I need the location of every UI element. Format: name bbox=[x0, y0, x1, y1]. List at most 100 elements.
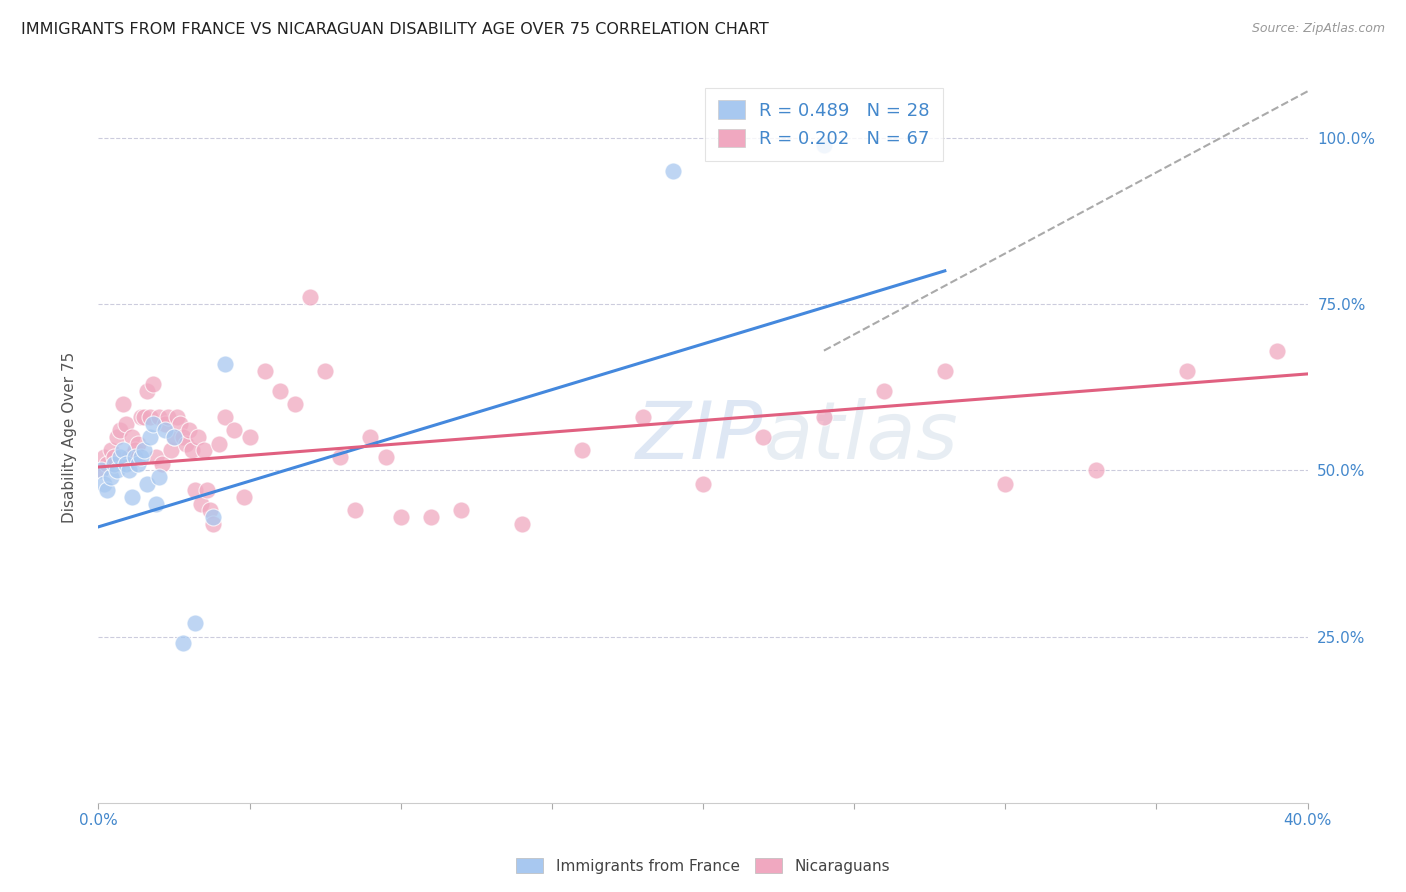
Point bbox=[103, 457, 125, 471]
Point bbox=[389, 509, 412, 524]
Point bbox=[153, 417, 176, 431]
Point bbox=[127, 436, 149, 450]
Point bbox=[153, 424, 176, 438]
Point bbox=[752, 430, 775, 444]
Point bbox=[200, 503, 222, 517]
Point bbox=[284, 397, 307, 411]
Point bbox=[150, 457, 173, 471]
Text: ZIP: ZIP bbox=[636, 398, 763, 476]
Text: Source: ZipAtlas.com: Source: ZipAtlas.com bbox=[1251, 22, 1385, 36]
Point bbox=[93, 450, 115, 464]
Point bbox=[160, 443, 183, 458]
Point bbox=[181, 443, 204, 458]
Point bbox=[145, 450, 167, 464]
Point bbox=[114, 457, 136, 471]
Point bbox=[114, 417, 136, 431]
Point bbox=[108, 424, 131, 438]
Point bbox=[692, 476, 714, 491]
Point bbox=[142, 376, 165, 391]
Point bbox=[172, 636, 194, 650]
Point bbox=[105, 463, 128, 477]
Text: atlas: atlas bbox=[763, 398, 959, 476]
Point bbox=[145, 497, 167, 511]
Point bbox=[202, 509, 225, 524]
Point bbox=[184, 616, 207, 631]
Point bbox=[202, 516, 225, 531]
Point bbox=[1085, 463, 1108, 477]
Y-axis label: Disability Age Over 75: Disability Age Over 75 bbox=[62, 351, 77, 523]
Point bbox=[299, 290, 322, 304]
Point bbox=[193, 443, 215, 458]
Point bbox=[232, 490, 254, 504]
Point bbox=[100, 443, 122, 458]
Point bbox=[163, 430, 186, 444]
Point bbox=[214, 410, 236, 425]
Point bbox=[127, 457, 149, 471]
Point bbox=[374, 450, 396, 464]
Point bbox=[224, 424, 246, 438]
Point bbox=[179, 424, 201, 438]
Point bbox=[314, 363, 336, 377]
Point bbox=[100, 470, 122, 484]
Point bbox=[111, 397, 134, 411]
Point bbox=[169, 417, 191, 431]
Point bbox=[96, 457, 118, 471]
Legend: Immigrants from France, Nicaraguans: Immigrants from France, Nicaraguans bbox=[510, 852, 896, 880]
Point bbox=[135, 384, 157, 398]
Point bbox=[1267, 343, 1289, 358]
Point bbox=[208, 436, 231, 450]
Point bbox=[142, 417, 165, 431]
Point bbox=[93, 476, 115, 491]
Point bbox=[571, 443, 593, 458]
Point bbox=[661, 164, 683, 178]
Point bbox=[214, 357, 236, 371]
Point bbox=[329, 450, 352, 464]
Point bbox=[813, 410, 835, 425]
Point bbox=[239, 430, 262, 444]
Point bbox=[103, 450, 125, 464]
Point bbox=[187, 430, 209, 444]
Point bbox=[934, 363, 956, 377]
Point bbox=[156, 410, 179, 425]
Legend: R = 0.489   N = 28, R = 0.202   N = 67: R = 0.489 N = 28, R = 0.202 N = 67 bbox=[706, 87, 942, 161]
Point bbox=[163, 430, 186, 444]
Point bbox=[1175, 363, 1198, 377]
Text: IMMIGRANTS FROM FRANCE VS NICARAGUAN DISABILITY AGE OVER 75 CORRELATION CHART: IMMIGRANTS FROM FRANCE VS NICARAGUAN DIS… bbox=[21, 22, 769, 37]
Point bbox=[631, 410, 654, 425]
Point bbox=[269, 384, 291, 398]
Point bbox=[96, 483, 118, 498]
Point bbox=[450, 503, 472, 517]
Point bbox=[510, 516, 533, 531]
Point bbox=[132, 410, 155, 425]
Point bbox=[172, 430, 194, 444]
Point bbox=[344, 503, 367, 517]
Point bbox=[105, 430, 128, 444]
Point bbox=[124, 443, 146, 458]
Point bbox=[166, 410, 188, 425]
Point bbox=[108, 450, 131, 464]
Point bbox=[813, 137, 835, 152]
Point bbox=[873, 384, 896, 398]
Point bbox=[118, 450, 141, 464]
Point bbox=[190, 497, 212, 511]
Point bbox=[121, 490, 143, 504]
Point bbox=[139, 410, 162, 425]
Point bbox=[420, 509, 443, 524]
Point bbox=[129, 450, 152, 464]
Point bbox=[90, 463, 112, 477]
Point bbox=[132, 443, 155, 458]
Point bbox=[174, 436, 197, 450]
Point bbox=[135, 476, 157, 491]
Point bbox=[118, 463, 141, 477]
Point bbox=[139, 430, 162, 444]
Point bbox=[90, 463, 112, 477]
Point bbox=[124, 450, 146, 464]
Point bbox=[994, 476, 1017, 491]
Point bbox=[184, 483, 207, 498]
Point bbox=[195, 483, 218, 498]
Point bbox=[148, 470, 170, 484]
Point bbox=[360, 430, 382, 444]
Point bbox=[121, 430, 143, 444]
Point bbox=[111, 443, 134, 458]
Point bbox=[148, 410, 170, 425]
